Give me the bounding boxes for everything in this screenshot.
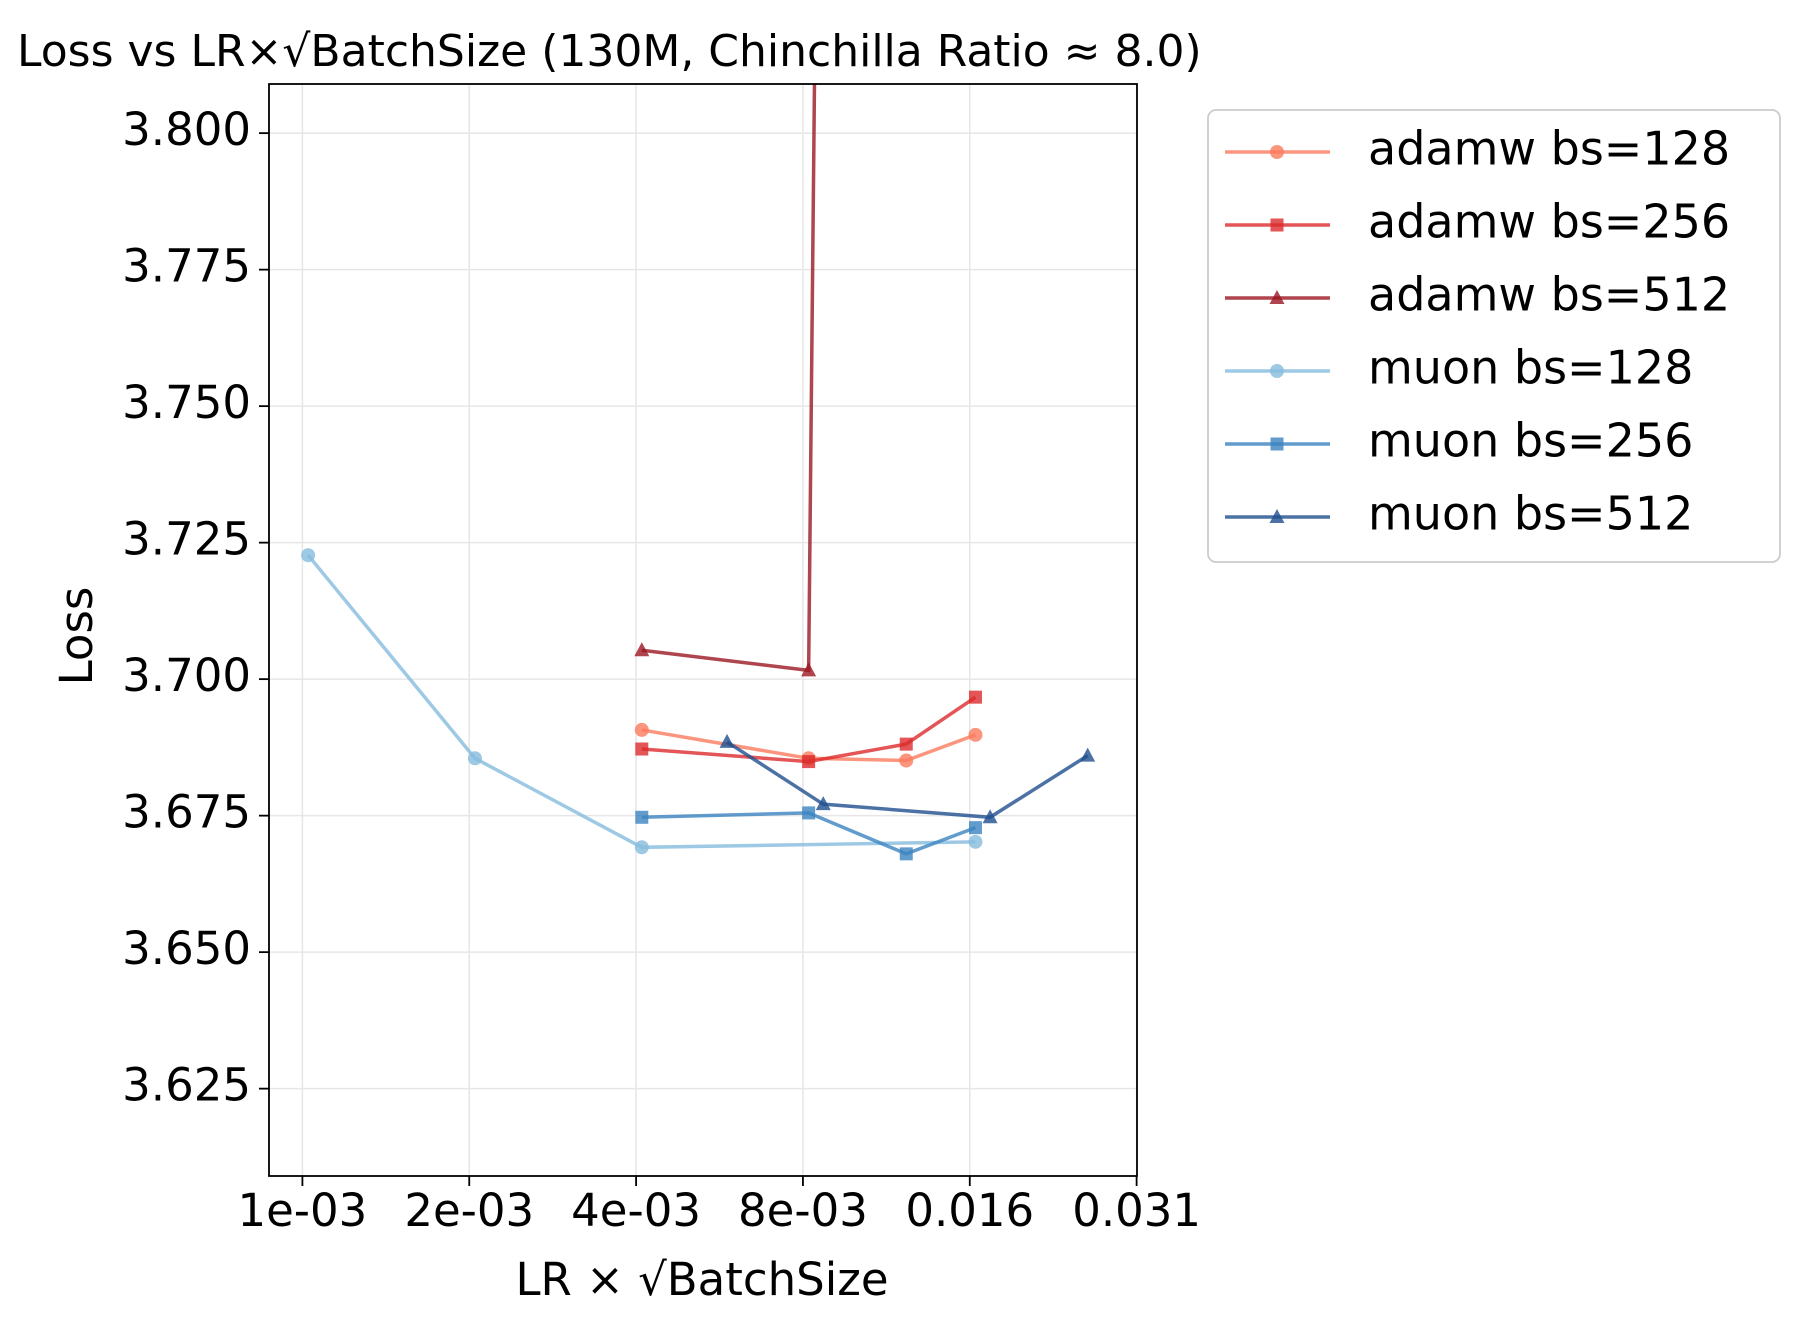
marker [899,753,914,768]
marker [968,727,983,742]
x-axis-label: LR × √BatchSize [515,1253,888,1306]
y-tick-label: 3.675 [122,786,251,839]
marker [899,847,913,861]
series-line [641,695,977,764]
y-tick-label: 3.725 [122,513,251,566]
marker [1270,437,1284,451]
marker [1269,509,1285,523]
marker [1270,145,1284,159]
marker [467,751,482,766]
y-tick-label: 3.775 [122,240,251,293]
x-tick-label: 2e-03 [404,1184,534,1237]
grid [269,84,1138,1176]
marker [301,548,316,563]
series-line [641,811,977,856]
legend-label: muon bs=512 [1368,487,1693,541]
marker [802,806,816,820]
marker [801,662,817,677]
marker [635,810,649,824]
legend-label: adamw bs=128 [1368,122,1730,176]
marker [1270,364,1284,378]
series-line [726,740,1089,820]
x-tick-label: 0.031 [1072,1184,1201,1237]
y-tick-label: 3.650 [122,922,251,975]
chart-title: Loss vs LR×√BatchSize (130M, Chinchilla … [17,26,1202,77]
legend-entries: adamw bs=128 adamw bs=256 adamw bs=512 muon… [1225,122,1730,541]
marker [1269,290,1285,304]
marker [815,796,831,811]
marker [634,642,650,657]
x-tick-label: 8e-03 [738,1184,868,1237]
marker [634,722,649,737]
marker [899,737,913,751]
y-tick-label: 3.750 [122,376,251,429]
marker [1080,747,1096,762]
y-tick-label: 3.625 [122,1059,251,1112]
legend-label: muon bs=128 [1368,341,1693,395]
marker [968,821,982,835]
x-tick-label: 0.016 [905,1184,1034,1237]
x-tick-label: 1e-03 [237,1184,367,1237]
marker [968,834,983,849]
plot-frame [268,83,1138,1177]
y-tick-label: 3.700 [122,649,251,702]
marker [719,733,735,748]
marker [982,809,998,824]
legend [1207,109,1781,563]
legend-label: adamw bs=256 [1368,195,1730,249]
marker [968,690,982,704]
series-line [306,554,976,850]
marker [1270,218,1284,232]
axes: 1e-03 2e-03 4e-03 8e-03 0.016 0.031 3.625 3.650… [122,103,1201,1237]
y-tick-label: 3.800 [122,103,251,156]
y-axis-label: Loss [50,587,103,686]
x-tick-label: 4e-03 [571,1184,701,1237]
marker [634,840,649,855]
marker [802,755,816,769]
plot-area [301,84,1096,861]
series-line [641,84,817,673]
legend-label: muon bs=256 [1368,414,1693,468]
marker [635,742,649,756]
legend-label: adamw bs=512 [1368,268,1730,322]
